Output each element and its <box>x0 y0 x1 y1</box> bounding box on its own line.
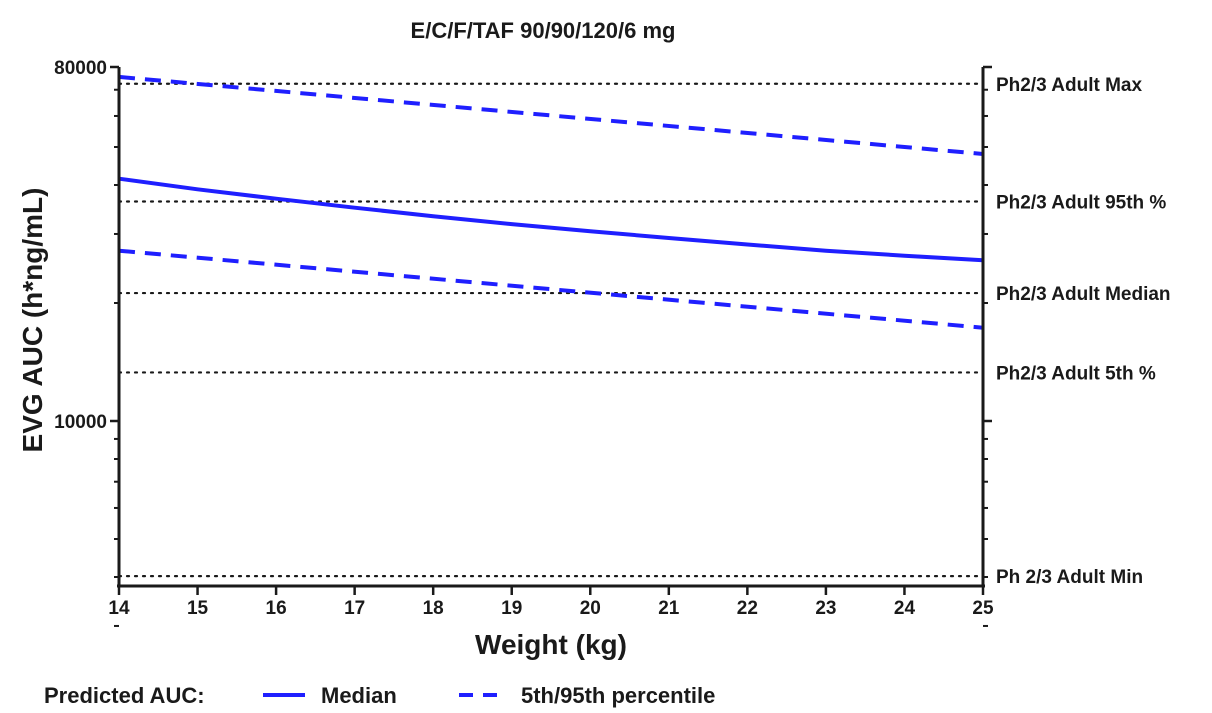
legend-median-label: Median <box>321 683 397 708</box>
legend-percentile-label: 5th/95th percentile <box>521 683 715 708</box>
x-tick-label: 17 <box>344 598 365 619</box>
x-axis-label: Weight (kg) <box>475 629 627 660</box>
x-tick-label: 15 <box>187 598 209 619</box>
x-tick-label: 19 <box>501 598 522 619</box>
x-tick-label: 21 <box>658 598 680 619</box>
series-line-median <box>118 176 984 263</box>
x-tick-label: 22 <box>737 598 758 619</box>
reference-label: Ph2/3 Adult Median <box>996 284 1171 305</box>
series-line-5th-percentile <box>118 248 984 330</box>
x-tick-label: 16 <box>266 598 287 619</box>
reference-label: Ph 2/3 Adult Min <box>996 567 1143 588</box>
series-line-95th-percentile <box>118 74 984 156</box>
x-tick-label: 18 <box>423 598 444 619</box>
series-lines <box>118 74 984 330</box>
chart-title: E/C/F/TAF 90/90/120/6 mg <box>411 18 676 43</box>
y-tick-label: 80000 <box>54 58 107 79</box>
reference-label: Ph2/3 Adult 95th % <box>996 193 1166 214</box>
x-tick-label: 20 <box>580 598 601 619</box>
legend: Predicted AUC: Median 5th/95th percentil… <box>44 683 715 708</box>
x-tick-label: 23 <box>815 598 836 619</box>
x-tick-label: 24 <box>894 598 916 619</box>
reference-lines: Ph2/3 Adult Max Ph2/3 Adult 95th % Ph2/3 A… <box>117 75 1171 588</box>
x-ticks: 14 15 16 17 18 19 20 21 22 23 24 25 <box>108 586 994 619</box>
legend-title: Predicted AUC: <box>44 683 205 708</box>
x-tick-label: 25 <box>972 598 994 619</box>
y-ticks: 80000 10000 <box>54 58 992 627</box>
x-tick-label: 14 <box>108 598 130 619</box>
y-axis-label: EVG AUC (h*ng/mL) <box>17 188 48 453</box>
reference-label: Ph2/3 Adult 5th % <box>996 363 1156 384</box>
reference-label: Ph2/3 Adult Max <box>996 75 1142 96</box>
y-tick-label: 10000 <box>54 412 107 433</box>
